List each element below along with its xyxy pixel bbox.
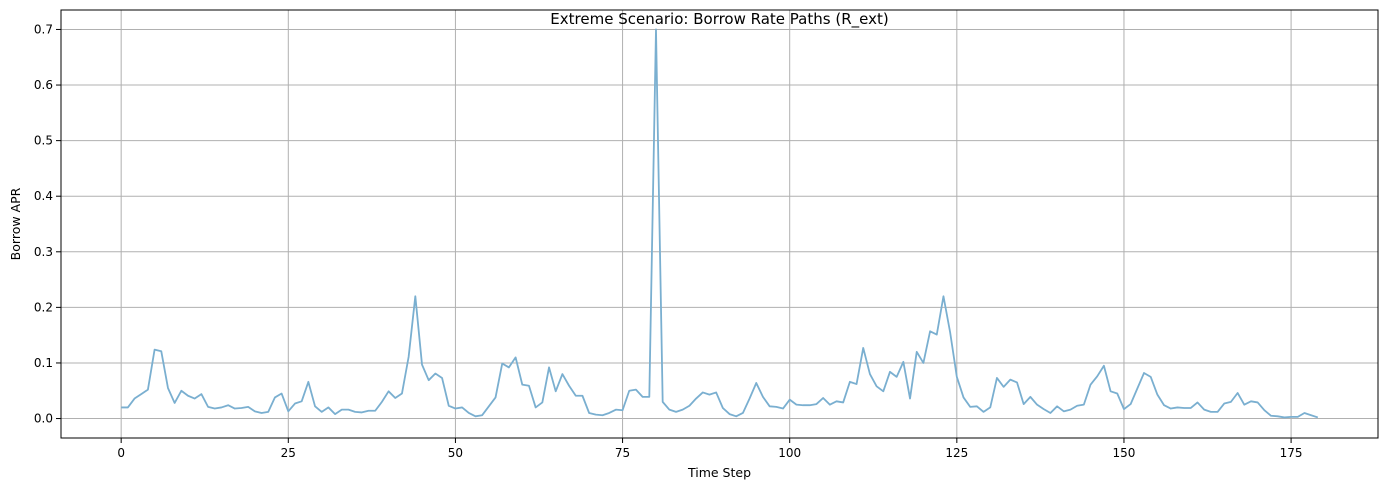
x-tick-label: 75 xyxy=(615,446,630,460)
y-tick-label: 0.6 xyxy=(34,78,53,92)
series-line xyxy=(121,28,1319,419)
y-tick-label: 0.2 xyxy=(34,300,53,314)
x-tick-label: 25 xyxy=(281,446,296,460)
y-tick-label: 0.5 xyxy=(34,134,53,148)
axis-ticks: 0 25 50 75 100 125 150 175 0.0 0.1 0.2 0.3 0.4 0.5 0.6… xyxy=(34,22,1303,460)
y-axis-label: Borrow APR xyxy=(8,187,23,260)
y-tick-label: 0.7 xyxy=(34,22,53,36)
x-tick-label: 150 xyxy=(1113,446,1136,460)
x-tick-label: 0 xyxy=(117,446,125,460)
x-axis-label: Time Step xyxy=(687,465,751,480)
series-line-group xyxy=(121,28,1319,419)
y-tick-label: 0.3 xyxy=(34,245,53,259)
chart-title: Extreme Scenario: Borrow Rate Paths (R_e… xyxy=(550,10,888,29)
x-tick-label: 100 xyxy=(778,446,801,460)
y-tick-label: 0.4 xyxy=(34,189,53,203)
grid xyxy=(61,10,1378,438)
y-tick-label: 0.1 xyxy=(34,356,53,370)
x-tick-label: 50 xyxy=(448,446,463,460)
x-tick-label: 175 xyxy=(1280,446,1303,460)
x-tick-label: 125 xyxy=(945,446,968,460)
y-tick-label: 0.0 xyxy=(34,412,53,426)
plot-frame xyxy=(60,9,1379,439)
